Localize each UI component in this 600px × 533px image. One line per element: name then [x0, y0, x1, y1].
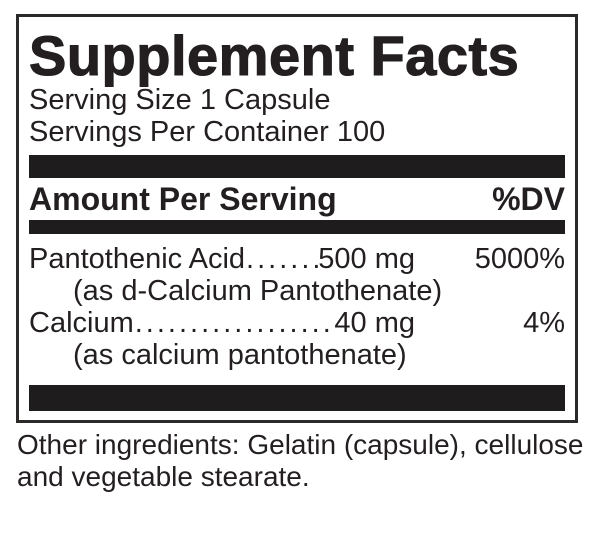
nutrient-source-calcium: (as calcium pantothenate) [73, 339, 407, 371]
nutrient-rows: Pantothenic Acid .......................… [29, 243, 565, 371]
other-ingredients-line-1: Other ingredients: Gelatin (capsule), ce… [17, 429, 584, 460]
nutrient-row-calcium: Calcium ................................… [29, 307, 565, 339]
nutrient-name: Pantothenic Acid [29, 243, 246, 275]
nutrient-source-pantothenic-acid: (as d-Calcium Pantothenate) [73, 275, 443, 307]
serving-size-text: Serving Size 1 Capsule [29, 84, 331, 116]
separator-bar-thin [29, 220, 565, 234]
nutrient-name: Calcium [29, 307, 134, 339]
servings-per-container-text: Servings Per Container 100 [29, 115, 386, 148]
supplement-facts-panel: Supplement Facts Serving Size 1 Capsule … [16, 14, 578, 423]
nutrient-dv: 5000% [474, 243, 565, 275]
separator-bar-thick-top [29, 155, 565, 178]
nutrient-row-pantothenic-acid: Pantothenic Acid .......................… [29, 243, 565, 275]
panel-title: Supplement Facts [28, 24, 520, 87]
column-header-row: Amount Per Serving %DV [29, 183, 565, 215]
separator-bar-thick-bottom [29, 385, 565, 411]
other-ingredients: Other ingredients: Gelatin (capsule), ce… [17, 429, 584, 493]
nutrient-amount: 500 mg [318, 243, 415, 275]
nutrient-amount: 40 mg [334, 307, 415, 339]
nutrient-dv: 4% [523, 307, 565, 339]
other-ingredients-line-2: and vegetable stearate. [17, 461, 310, 492]
dot-leader: ........................................… [134, 307, 335, 339]
nutrient-name-amount-group: Pantothenic Acid .......................… [29, 243, 415, 275]
dot-leader: ........................................… [246, 243, 318, 275]
percent-dv-header: %DV [492, 181, 565, 217]
amount-per-serving-header: Amount Per Serving [29, 181, 337, 217]
nutrient-name-amount-group: Calcium ................................… [29, 307, 415, 339]
